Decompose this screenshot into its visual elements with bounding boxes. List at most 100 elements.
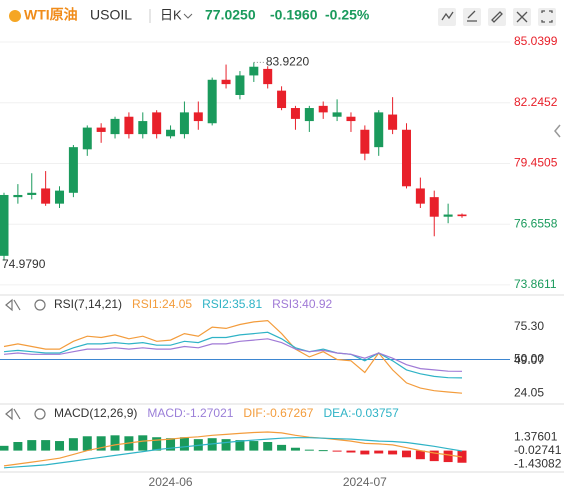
candle-body <box>374 112 384 148</box>
tool-button[interactable] <box>488 8 506 26</box>
tool-icon <box>491 11 503 23</box>
price: 77.0250 <box>205 7 256 23</box>
change-pct: -0.25% <box>325 7 370 23</box>
macd-bar <box>179 437 189 451</box>
scroll-arrow[interactable] <box>554 124 561 138</box>
candle-body <box>277 90 287 109</box>
tool-button[interactable] <box>438 8 456 26</box>
candle-body <box>401 129 411 187</box>
legend-entry: MACD:-1.27021 <box>147 406 233 420</box>
tool-icon <box>441 11 454 21</box>
candle-body <box>152 112 162 135</box>
tool-icon <box>467 10 477 22</box>
candle-body <box>68 147 78 193</box>
series-line <box>3 331 463 379</box>
macd-bar <box>235 440 245 451</box>
period[interactable]: 日K <box>160 7 182 22</box>
legend-entry: DIF:-0.67267 <box>243 406 313 420</box>
candle-body <box>249 66 259 76</box>
candle-body <box>138 121 148 135</box>
candle-body <box>27 192 37 195</box>
candle-body <box>346 116 356 122</box>
series-line <box>3 437 463 469</box>
y-tick-label: 73.8611 <box>514 277 557 291</box>
candle-body <box>110 118 120 135</box>
series-line <box>3 338 463 372</box>
macd-bar <box>249 441 259 451</box>
legend-entry: RSI1:24.05 <box>132 297 192 311</box>
panel-title: MACD(12,26,9) <box>54 406 137 420</box>
candle-body <box>41 188 51 204</box>
low-label: 74.9790 <box>2 257 46 271</box>
macd-bar <box>346 450 356 453</box>
panel-title: RSI(7,14,21) <box>54 297 122 311</box>
macd-bar <box>443 450 453 463</box>
high-label: 83.9220 <box>266 55 310 69</box>
y-tick-label: 85.0399 <box>514 34 558 48</box>
macd-bar <box>166 438 176 451</box>
collapse-icon[interactable] <box>5 298 21 312</box>
candle-body <box>82 127 92 150</box>
y-tick-label: 75.30 <box>514 319 544 333</box>
candle-body <box>429 197 439 217</box>
macd-bar <box>221 439 231 451</box>
candle-body <box>388 114 398 130</box>
x-tick-label: 2024-06 <box>149 475 193 489</box>
tool-icon <box>541 10 553 23</box>
settings-icon[interactable] <box>34 408 46 420</box>
candle-body <box>415 188 425 204</box>
y-tick-label: -0.02741 <box>514 443 562 457</box>
candle-body <box>304 108 314 122</box>
y-tick-label: 24.05 <box>514 385 544 399</box>
tool-button[interactable] <box>463 8 481 26</box>
symbol-name[interactable]: WTI原油 <box>24 7 78 23</box>
series-line <box>3 431 463 467</box>
candle-body <box>55 190 65 204</box>
macd-bar <box>304 449 314 451</box>
macd-bar <box>415 450 425 460</box>
candle-body <box>235 75 245 95</box>
symbol-code[interactable]: USOIL <box>90 7 132 23</box>
macd-bar <box>68 438 78 451</box>
tool-button[interactable] <box>538 8 556 26</box>
macd-bar <box>332 450 342 452</box>
macd-bar <box>27 440 37 451</box>
candle-body <box>0 194 9 256</box>
candle-body <box>263 68 273 85</box>
y-tick-label: 49.07 <box>514 353 544 367</box>
candle-body <box>124 116 134 135</box>
period-dropdown[interactable] <box>183 13 193 19</box>
candle-body <box>221 79 231 85</box>
macd-bar <box>277 444 287 451</box>
macd-bar <box>138 435 148 451</box>
candle-body <box>360 129 370 154</box>
candle-body <box>13 194 23 198</box>
symbol-icon <box>9 10 21 22</box>
macd-bar <box>374 450 384 454</box>
candle-body <box>290 108 300 119</box>
candle-body <box>332 112 342 117</box>
candle-body <box>179 112 189 135</box>
y-tick-label: 76.6558 <box>514 216 558 230</box>
macd-bar <box>0 445 9 451</box>
macd-bar <box>96 436 106 451</box>
macd-bar <box>360 450 370 455</box>
candle-body <box>96 127 106 132</box>
series-line <box>3 319 463 394</box>
macd-bar <box>55 441 65 451</box>
legend-entry: RSI2:35.81 <box>202 297 262 311</box>
legend-entry: DEA:-0.03757 <box>323 406 399 420</box>
y-tick-label: 79.4505 <box>514 156 558 170</box>
macd-bar <box>13 442 23 451</box>
macd-bar <box>429 450 439 462</box>
collapse-icon[interactable] <box>5 407 21 421</box>
candle-body <box>166 129 176 137</box>
macd-bar <box>318 450 328 452</box>
y-tick-label: -1.43082 <box>514 456 562 470</box>
settings-icon[interactable] <box>34 299 46 311</box>
legend-entry: RSI3:40.92 <box>272 297 332 311</box>
candle-body <box>193 112 203 122</box>
candle-body <box>318 105 328 113</box>
macd-bar <box>82 436 92 451</box>
